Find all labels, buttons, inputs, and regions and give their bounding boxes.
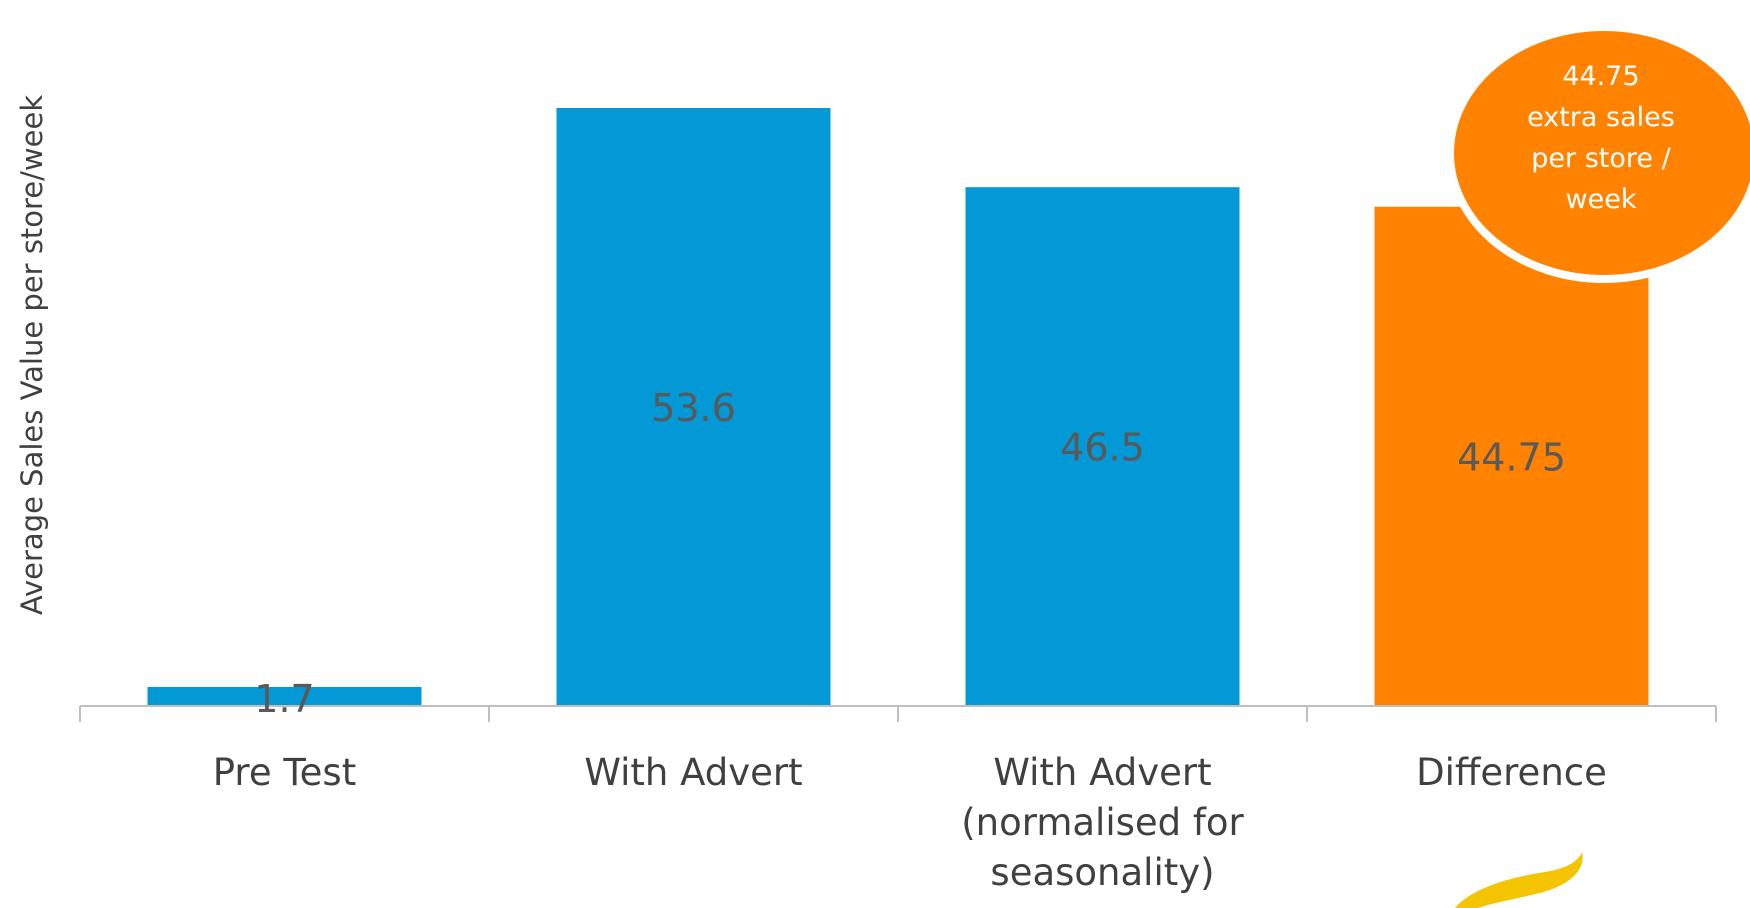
category-label-1-line-0: With Advert [584,751,802,794]
bar-value-label-1: 53.6 [651,386,736,430]
yellow-swoosh-logo [1455,852,1583,908]
category-label-2-line-1: (normalised for [961,801,1244,844]
y-axis-title: Average Sales Value per store/week [15,95,49,615]
category-label-3-line-0: Difference [1416,751,1607,794]
callout-line-4: week [1566,184,1637,215]
bar-3 [1374,206,1649,706]
category-label-2-line-0: With Advert [993,751,1211,794]
bar-value-label-3: 44.75 [1457,435,1566,479]
callout-line-3: per store / [1531,143,1671,174]
callout-circle [1446,23,1750,283]
bar-value-label-2: 46.5 [1060,426,1145,470]
bar-1 [556,108,831,706]
category-labels: Pre Test With Advert With Advert (normalise… [213,751,1607,894]
x-axis [79,705,1717,722]
category-label-2-line-2: seasonality) [990,851,1214,894]
category-label-0-line-0: Pre Test [213,751,356,794]
value-labels: 1.7 53.6 46.5 44.75 [254,386,1566,721]
bar-value-label-0: 1.7 [254,677,314,721]
bar-0 [147,687,422,706]
callout-line-2: extra sales [1527,102,1675,133]
callout-bubble: 44.75 extra sales per store / week [1446,23,1750,283]
bars-group [147,108,1649,706]
bar-2 [965,187,1240,706]
callout-line-1: 44.75 [1562,61,1639,92]
